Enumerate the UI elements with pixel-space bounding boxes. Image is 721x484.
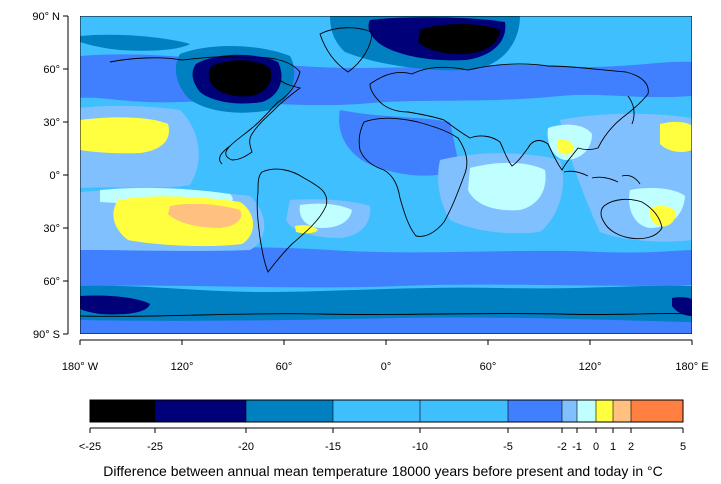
colorbar-tick-label: -20: [238, 441, 254, 453]
colorbar-bin: [155, 400, 246, 422]
colorbar-tick-label: <-25: [79, 441, 101, 453]
coastline-japan: [627, 95, 635, 125]
colorbar-axis: <-25 -25 -20 -15 -10 -5 -2 -1 0 1 2 5: [79, 427, 686, 453]
y-tick-label: 30°: [43, 117, 60, 129]
x-tick-label: 0°: [381, 361, 392, 373]
colorbar: [89, 399, 684, 423]
field-pale-atlantic: [299, 203, 352, 228]
field-cold-north-top: [80, 34, 190, 51]
x-tick-label: 60°: [276, 361, 293, 373]
coastline-eurasia: [369, 63, 649, 171]
colorbar-frame: [89, 399, 684, 423]
colorbar-bin: [596, 400, 613, 422]
colorbar-tick-label: 1: [610, 441, 616, 453]
colorbar-bin: [508, 400, 562, 422]
coastline-south-america: [256, 168, 328, 273]
colorbar-bin: [613, 400, 631, 422]
x-tick-label: 120°: [171, 361, 194, 373]
colorbar-tick-label: 5: [680, 441, 686, 453]
colorbar-bin: [631, 400, 683, 422]
coastline-north-america: [109, 56, 302, 165]
x-axis: 180° W 120° 60° 0° 60° 120° 180° E: [62, 339, 709, 373]
field-peach-south-pacific: [168, 203, 242, 228]
field-yellow-south-china: [558, 139, 574, 155]
y-tick-label: 90° N: [32, 11, 60, 23]
x-tick-label: 180° E: [675, 361, 708, 373]
x-tick-label: 120°: [579, 361, 602, 373]
colorbar-bin: [562, 400, 577, 422]
field-band-south: [80, 247, 692, 288]
coastlines: [80, 27, 692, 317]
temperature-map: [80, 16, 692, 334]
field-band-atlantic: [339, 110, 460, 176]
colorbar-tick-label: 0: [593, 441, 599, 453]
colorbar-caption: Difference between annual mean temperatu…: [103, 463, 662, 479]
field-verycold-south-east: [672, 297, 692, 316]
field-cold-south-edge: [80, 285, 692, 322]
y-tick-label: 60°: [43, 276, 60, 288]
field-yellow-atlantic: [295, 225, 318, 234]
field-yellow-west-pacific-south: [649, 205, 676, 227]
field-extreme-scandinavia: [418, 24, 500, 55]
colorbar-bin: [246, 400, 333, 422]
colorbar-tick-label: -25: [147, 441, 163, 453]
colorbar-bin: [90, 400, 155, 422]
coastline-africa: [358, 117, 468, 237]
field-extreme-north-america: [208, 60, 272, 97]
coastline-antarctica: [80, 312, 692, 317]
colorbar-bin: [420, 400, 508, 422]
field-yellow-west-pacific-north: [660, 121, 692, 152]
coastline-australia: [600, 198, 663, 240]
x-tick-label: 60°: [480, 361, 497, 373]
colorbar-bin: [333, 400, 420, 422]
colorbar-tick-label: -10: [412, 441, 428, 453]
coastline-greenland: [319, 27, 373, 73]
y-tick-label: 30°: [43, 223, 60, 235]
x-tick-label: 180° W: [62, 361, 99, 373]
y-tick-label: 0°: [49, 170, 60, 182]
field-verycold-south-west: [80, 295, 150, 315]
y-tick-label: 60°: [43, 64, 60, 76]
colorbar-bin: [577, 400, 596, 422]
colorbar-tick-label: -5: [503, 441, 513, 453]
field-pale-indian: [468, 162, 546, 211]
colorbar-tick-label: 2: [628, 441, 634, 453]
colorbar-tick-label: -1: [572, 441, 582, 453]
y-axis: 90° N 60° 30° 0° 30° 60° 90° S: [32, 11, 69, 341]
field-yellow-north-pacific: [80, 117, 169, 154]
coastline-indonesia: [563, 170, 641, 185]
colorbar-tick-label: -2: [557, 441, 567, 453]
colorbar-tick-label: -15: [325, 441, 341, 453]
y-tick-label: 90° S: [33, 329, 60, 341]
